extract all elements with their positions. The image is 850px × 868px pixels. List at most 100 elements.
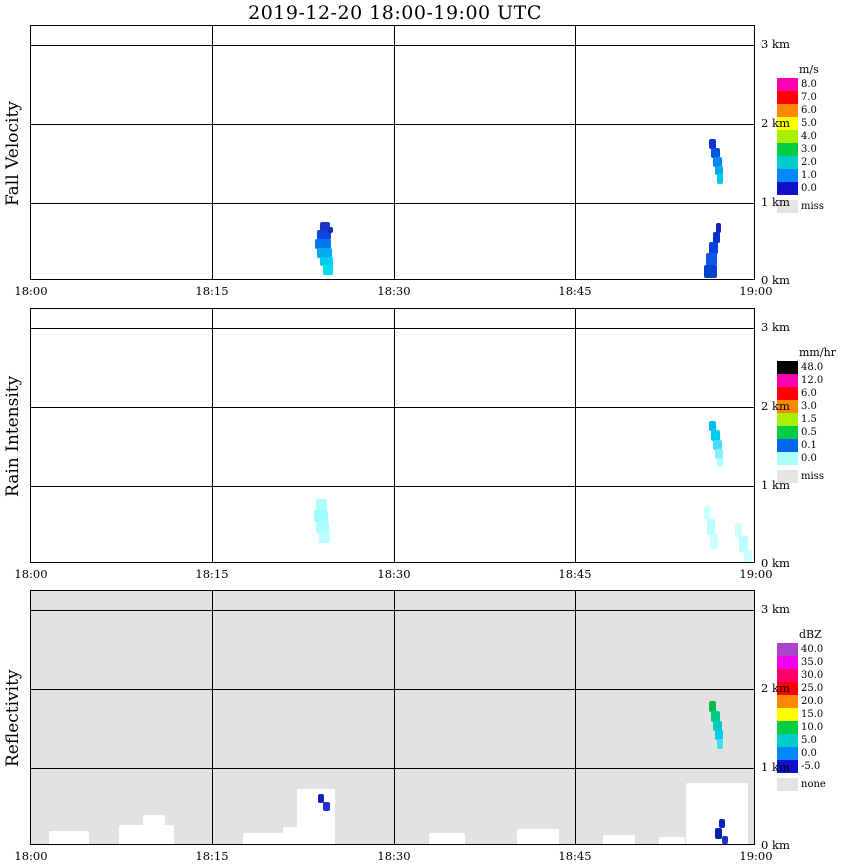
colorbar-swatch: [777, 439, 798, 452]
colorbar-label: none: [801, 779, 826, 790]
vertical-gridline: [575, 26, 576, 279]
y-tick-label: 0 km: [761, 838, 790, 852]
data-cell: [143, 815, 165, 827]
colorbar-label: 10.0: [801, 722, 824, 733]
x-tick-label: 18:30: [377, 849, 411, 863]
colorbar-label: 0.0: [801, 183, 817, 194]
vertical-gridline: [212, 309, 213, 562]
data-cell: [49, 831, 89, 844]
rain-intensity-colorbar: mm/hr 48.0 12.0 6.0 3.0 1.5 0.5 0.1 0.0 miss: [777, 346, 849, 483]
fall-velocity-axis-label: Fall Velocity: [3, 101, 23, 206]
colorbar-label: 8.0: [801, 79, 817, 90]
colorbar-swatch: [777, 682, 798, 695]
reflectivity-plot-area: [30, 590, 755, 845]
colorbar-label: 25.0: [801, 683, 824, 694]
data-cell: [704, 265, 717, 278]
colorbar-row: miss: [777, 200, 849, 213]
colorbar-swatch: [777, 361, 798, 374]
colorbar-swatch: [777, 169, 798, 182]
colorbar-label: 5.0: [801, 118, 817, 129]
data-cell: [315, 239, 331, 249]
data-cell: [316, 521, 329, 533]
data-cell: [319, 532, 330, 543]
colorbar-swatch: [777, 200, 798, 213]
data-cell: [715, 828, 722, 839]
colorbar-label: 0.1: [801, 440, 817, 451]
data-cell: [715, 449, 723, 459]
colorbar-unit-label: m/s: [799, 63, 819, 76]
colorbar-row: -5.0: [777, 760, 849, 773]
colorbar-swatch: [777, 778, 798, 791]
data-cell: [119, 825, 174, 844]
y-tick-label: 3 km: [761, 37, 790, 51]
colorbar-label: miss: [801, 471, 824, 482]
vertical-gridline: [575, 591, 576, 844]
colorbar-row: 5.0: [777, 117, 849, 130]
data-cell: [711, 711, 720, 722]
y-tick-label: 0 km: [761, 556, 790, 570]
data-cell: [713, 721, 722, 731]
data-cell: [711, 148, 720, 158]
data-cell: [318, 794, 324, 803]
data-cell: [717, 739, 723, 749]
colorbar-label: 0.0: [801, 453, 817, 464]
colorbar-label: 0.0: [801, 748, 817, 759]
data-cell: [243, 833, 283, 844]
horizontal-gridline: [31, 689, 754, 690]
x-tick-label: 18:15: [195, 284, 229, 298]
colorbar-swatch: [777, 91, 798, 104]
colorbar-label: 1.5: [801, 414, 817, 425]
colorbar-swatch: [777, 452, 798, 465]
colorbar-label: 35.0: [801, 657, 824, 668]
data-cell: [704, 506, 710, 520]
colorbar-swatch: [777, 643, 798, 656]
horizontal-gridline: [31, 45, 754, 46]
vertical-gridline: [212, 591, 213, 844]
data-cell: [710, 534, 718, 549]
colorbar-swatch: [777, 104, 798, 117]
colorbar-swatch: [777, 130, 798, 143]
x-tick-label: 18:15: [195, 849, 229, 863]
data-cell: [719, 819, 725, 828]
data-cell: [744, 550, 752, 562]
colorbar-label: 6.0: [801, 105, 817, 116]
colorbar-row: 8.0: [777, 78, 849, 91]
colorbar-swatch: [777, 708, 798, 721]
colorbar-unit-label: dBZ: [799, 628, 822, 641]
y-tick-label: 3 km: [761, 320, 790, 334]
colorbar-row: 0.1: [777, 439, 849, 452]
x-tick-label: 19:00: [739, 849, 773, 863]
x-tick-label: 18:00: [14, 567, 48, 581]
colorbar-row: 4.0: [777, 130, 849, 143]
colorbar-row: 20.0: [777, 695, 849, 708]
data-cell: [715, 730, 723, 740]
data-cell: [603, 835, 635, 844]
colorbar-row: 6.0: [777, 387, 849, 400]
data-cell: [716, 223, 721, 233]
colorbar-row: 0.0: [777, 452, 849, 465]
y-tick-label: 1 km: [761, 760, 790, 774]
data-cell: [709, 242, 718, 254]
data-cell: [517, 829, 559, 844]
colorbar-swatch: [777, 143, 798, 156]
data-cell: [317, 248, 332, 258]
y-tick-label: 0 km: [761, 273, 790, 287]
data-cell: [706, 253, 717, 266]
y-tick-label: 1 km: [761, 478, 790, 492]
colorbar-row: 10.0: [777, 721, 849, 734]
colorbar-row: 0.0: [777, 747, 849, 760]
x-tick-label: 18:00: [14, 284, 48, 298]
colorbar-swatch: [777, 374, 798, 387]
colorbar-row: 0.0: [777, 182, 849, 195]
data-cell: [709, 139, 716, 149]
x-tick-label: 19:00: [739, 567, 773, 581]
x-tick-label: 19:00: [739, 284, 773, 298]
horizontal-gridline: [31, 486, 754, 487]
y-tick-label: 3 km: [761, 602, 790, 616]
horizontal-gridline: [31, 328, 754, 329]
colorbar-swatch: [777, 760, 798, 773]
colorbar-row: 2.0: [777, 156, 849, 169]
colorbar-label: miss: [801, 201, 824, 212]
data-cell: [709, 701, 716, 712]
colorbar-swatch: [777, 669, 798, 682]
